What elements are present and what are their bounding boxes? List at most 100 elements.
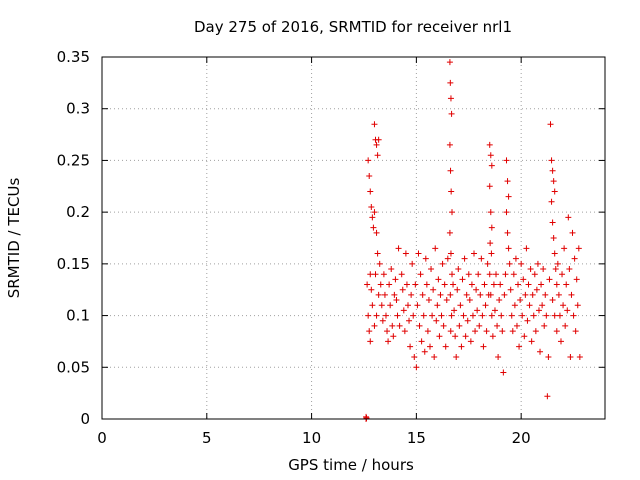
data-point xyxy=(557,338,564,345)
data-point xyxy=(450,281,457,288)
data-point xyxy=(551,312,558,319)
data-point xyxy=(449,271,456,278)
data-point xyxy=(532,328,539,335)
data-point xyxy=(455,266,462,273)
data-point xyxy=(551,250,558,257)
data-point xyxy=(529,291,536,298)
data-point xyxy=(503,157,510,164)
data-point xyxy=(373,312,380,319)
data-point xyxy=(447,291,454,298)
data-point xyxy=(419,291,426,298)
data-points xyxy=(363,59,583,422)
data-point xyxy=(464,317,471,324)
data-point xyxy=(494,322,501,329)
data-point xyxy=(425,297,432,304)
y-tick-label: 0.3 xyxy=(66,100,90,118)
data-point xyxy=(548,157,555,164)
data-point xyxy=(537,348,544,355)
data-point xyxy=(374,152,381,159)
data-point xyxy=(411,353,418,360)
data-point xyxy=(382,312,389,319)
data-point xyxy=(573,276,580,283)
data-point xyxy=(504,229,511,236)
data-point xyxy=(388,266,395,273)
data-point xyxy=(550,235,557,241)
data-point xyxy=(404,302,411,309)
data-point xyxy=(401,328,408,335)
data-point xyxy=(550,178,557,185)
data-point xyxy=(422,255,429,262)
data-point xyxy=(460,312,467,319)
axis-ticks: 0 5 10 15 20 0 0.05 0.1 0.15 0.2 0.25 0.3 0.35 xyxy=(57,48,605,447)
x-tick-label: 20 xyxy=(512,429,531,447)
data-point xyxy=(563,281,570,288)
data-point xyxy=(364,281,371,288)
data-point xyxy=(366,328,373,335)
data-point xyxy=(365,157,372,164)
data-point xyxy=(407,343,414,350)
data-point xyxy=(488,162,495,169)
data-point xyxy=(379,317,386,324)
data-point xyxy=(439,260,446,267)
data-point xyxy=(553,328,560,335)
data-point xyxy=(447,328,454,335)
data-point xyxy=(475,271,482,278)
data-point xyxy=(457,302,464,309)
data-point xyxy=(400,307,407,314)
data-point xyxy=(371,121,378,128)
data-point xyxy=(507,286,514,293)
data-point xyxy=(553,281,560,288)
data-point xyxy=(463,291,470,298)
data-point xyxy=(541,322,548,329)
data-point xyxy=(377,281,384,288)
data-point xyxy=(443,297,450,304)
data-point xyxy=(429,312,436,319)
data-point xyxy=(412,281,419,288)
data-point xyxy=(371,322,378,329)
data-point xyxy=(501,291,508,298)
data-point xyxy=(376,260,383,267)
data-point xyxy=(511,302,518,309)
data-point xyxy=(448,188,455,195)
data-point xyxy=(367,188,374,195)
data-point xyxy=(502,271,509,278)
data-point xyxy=(375,291,382,298)
data-point xyxy=(465,271,472,278)
data-point xyxy=(513,322,520,329)
data-point xyxy=(396,322,403,329)
y-tick-label: 0.2 xyxy=(66,203,90,221)
x-tick-label: 15 xyxy=(407,429,426,447)
data-point xyxy=(448,110,455,117)
data-point xyxy=(444,255,451,262)
data-point xyxy=(385,338,392,345)
data-point xyxy=(436,333,443,340)
data-point xyxy=(390,333,397,340)
data-point xyxy=(447,250,454,257)
data-point xyxy=(561,245,568,252)
data-point xyxy=(375,136,382,143)
data-point xyxy=(545,353,552,360)
data-point xyxy=(423,281,430,288)
data-point xyxy=(509,328,516,335)
data-point xyxy=(372,271,379,278)
data-point xyxy=(519,312,526,319)
data-point xyxy=(481,281,488,288)
data-point xyxy=(487,209,494,216)
data-point xyxy=(472,328,479,335)
data-point xyxy=(486,271,493,278)
data-point xyxy=(433,317,440,324)
chart-title: Day 275 of 2016, SRMTID for receiver nrl… xyxy=(194,18,512,36)
data-point xyxy=(505,245,512,252)
y-axis-title: SRMTID / TECUs xyxy=(5,178,23,299)
data-point xyxy=(461,255,468,262)
data-point xyxy=(462,333,469,340)
data-point xyxy=(417,271,424,278)
data-point xyxy=(520,276,527,283)
data-point xyxy=(435,276,442,283)
data-point xyxy=(539,302,546,309)
data-point xyxy=(409,260,416,267)
data-point xyxy=(438,312,445,319)
data-point xyxy=(394,312,401,319)
data-point xyxy=(486,183,493,190)
data-point xyxy=(531,271,538,278)
